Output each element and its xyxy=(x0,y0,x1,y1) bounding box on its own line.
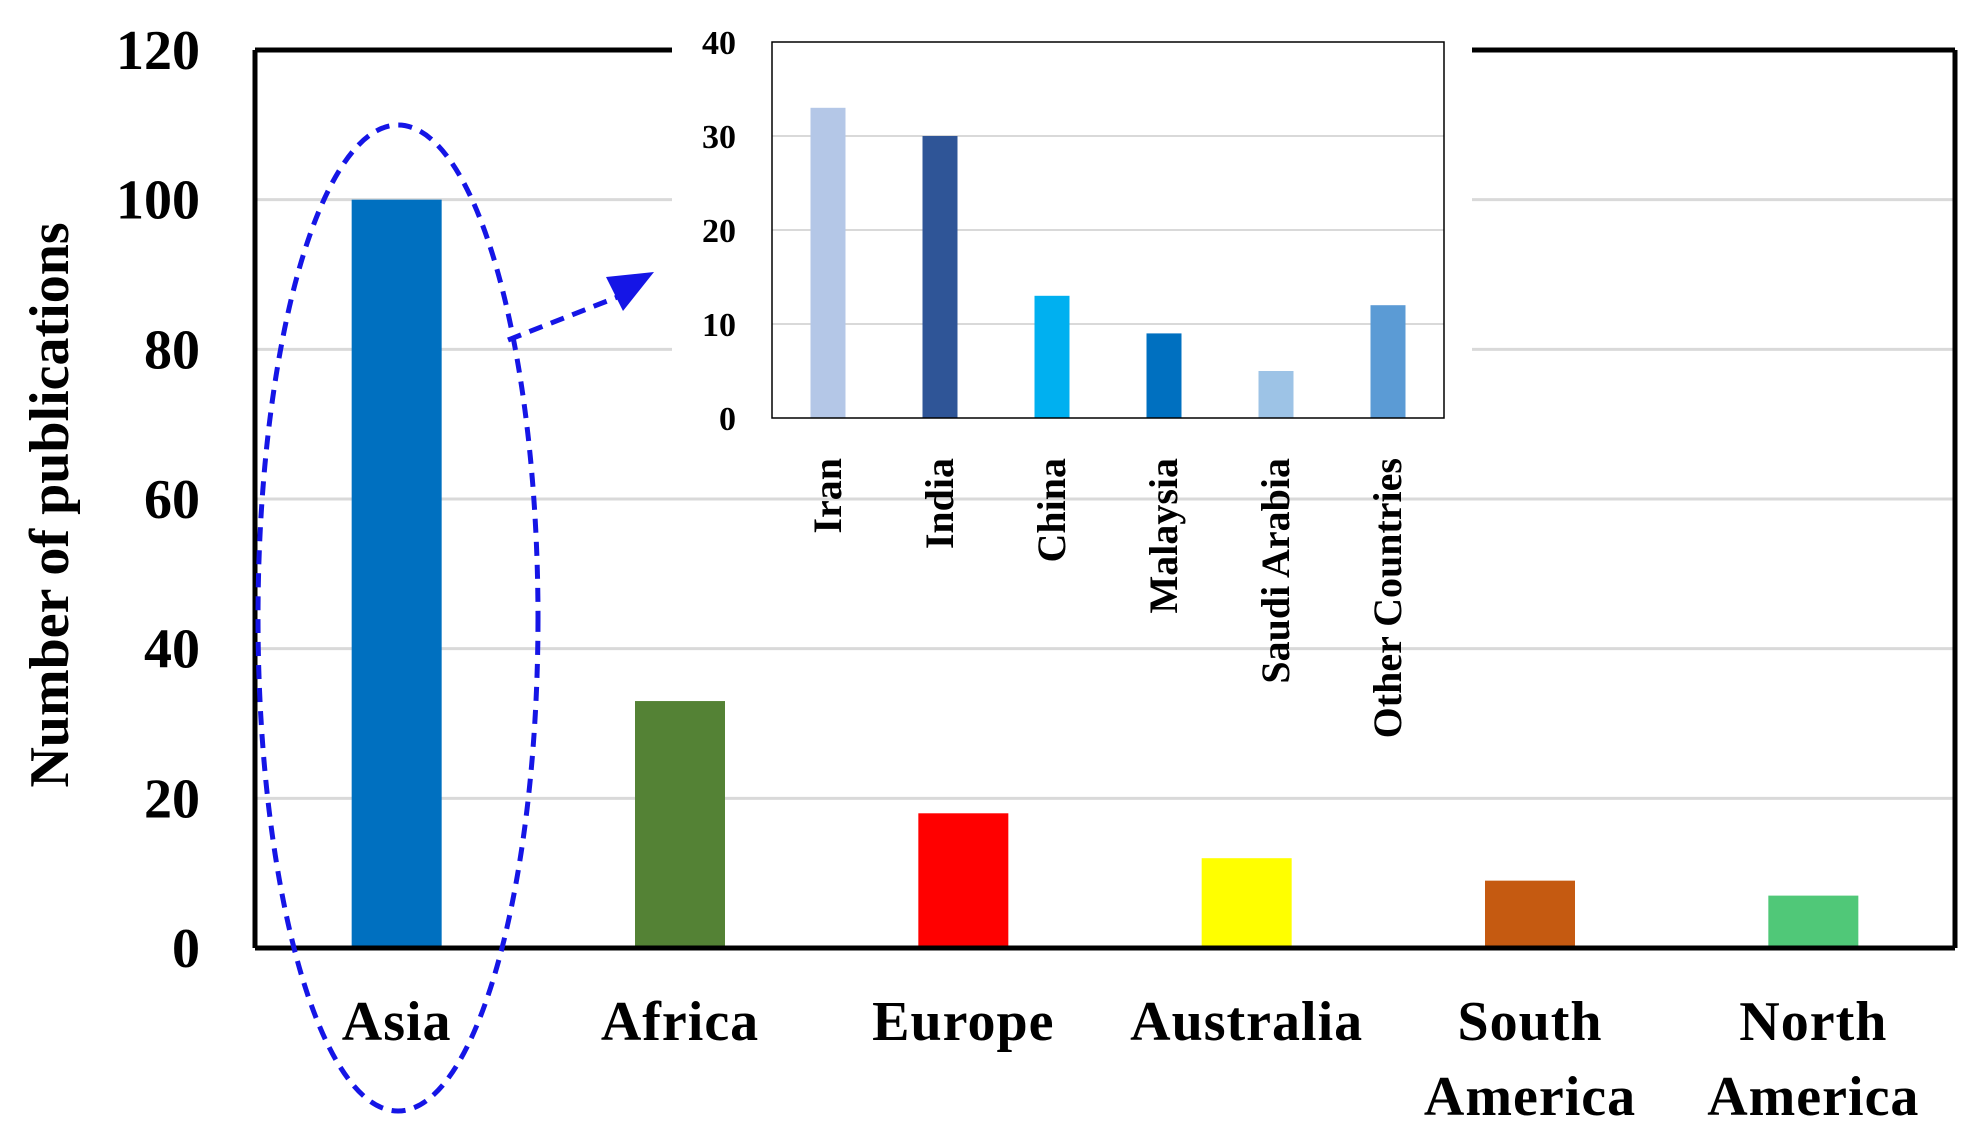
main-y-tick-80: 80 xyxy=(144,319,200,381)
inset-category-label-malaysia: Malaysia xyxy=(1141,458,1186,614)
inset-y-tick-0: 0 xyxy=(719,401,736,438)
inset-bar-malaysia xyxy=(1146,333,1182,418)
bar-africa xyxy=(635,701,725,948)
inset-y-tick-40: 40 xyxy=(702,25,736,62)
inset-category-label-iran: Iran xyxy=(805,458,850,534)
bar-asia xyxy=(351,199,442,948)
inset-category-labels: Iran India China Malaysia Saudi Arabia Other … xyxy=(805,458,1410,738)
main-bars xyxy=(351,199,1859,948)
main-y-tick-20: 20 xyxy=(144,768,200,830)
category-label-south-america: South America xyxy=(1424,991,1636,1128)
category-label-line: Europe xyxy=(872,991,1054,1053)
bar-north-america xyxy=(1768,895,1859,948)
inset-bar-iran xyxy=(810,107,846,419)
inset-category-label-india: India xyxy=(917,458,962,549)
category-label-line: America xyxy=(1424,1066,1636,1128)
highlight-arrow-head xyxy=(606,272,654,311)
inset-bar-china xyxy=(1034,295,1070,418)
category-label-australia: Australia xyxy=(1130,991,1363,1053)
inset-background xyxy=(672,40,1472,438)
inset-bar-other-countries xyxy=(1370,305,1406,418)
inset-bar-saudi-arabia xyxy=(1258,371,1294,418)
inset-category-label-other-countries: Other Countries xyxy=(1365,458,1410,738)
bar-europe xyxy=(918,813,1009,948)
inset-category-label-saudi-arabia: Saudi Arabia xyxy=(1253,458,1298,684)
inset-category-label-china: China xyxy=(1029,458,1074,563)
category-label-line: North xyxy=(1739,991,1887,1053)
bar-australia xyxy=(1201,858,1292,948)
main-y-tick-40: 40 xyxy=(144,619,200,681)
main-y-tick-120: 120 xyxy=(116,20,200,82)
inset-gridlines xyxy=(772,135,1444,325)
inset-y-tick-10: 10 xyxy=(702,307,736,344)
asia-highlight-annotation xyxy=(255,122,654,1114)
bar-south-america xyxy=(1485,880,1575,948)
category-label-europe: Europe xyxy=(872,991,1054,1053)
category-label-line: Asia xyxy=(342,991,452,1053)
category-label-line: Australia xyxy=(1130,991,1363,1053)
inset-bar-india xyxy=(922,136,958,418)
main-y-ticks: 0 20 40 60 80 100 120 xyxy=(116,20,200,980)
category-label-line: America xyxy=(1707,1066,1919,1128)
inset-plot-frame xyxy=(771,41,1445,419)
inset-y-ticks: 0 10 20 30 40 xyxy=(702,25,736,438)
category-label-asia: Asia xyxy=(342,991,452,1053)
y-axis-title: Number of publications xyxy=(19,222,81,787)
highlight-arrow-line xyxy=(507,293,621,343)
main-y-tick-60: 60 xyxy=(144,469,200,531)
main-y-tick-0: 0 xyxy=(172,918,200,980)
inset-y-tick-20: 20 xyxy=(702,213,736,250)
category-label-north-america: North America xyxy=(1707,991,1919,1128)
category-label-africa: Africa xyxy=(601,991,759,1053)
main-y-tick-100: 100 xyxy=(116,170,200,232)
asia-highlight-ellipse xyxy=(255,122,541,1114)
category-label-line: South xyxy=(1457,991,1602,1053)
main-category-labels: Asia Africa Europe Australia South AmericaNor… xyxy=(342,991,1919,1128)
inset-y-tick-30: 30 xyxy=(702,119,736,156)
inset-chart: 0 10 20 30 40 Iran India China Malaysia Saudi Ar… xyxy=(672,25,1472,738)
inset-bars xyxy=(810,107,1406,419)
category-label-line: Africa xyxy=(601,991,759,1053)
